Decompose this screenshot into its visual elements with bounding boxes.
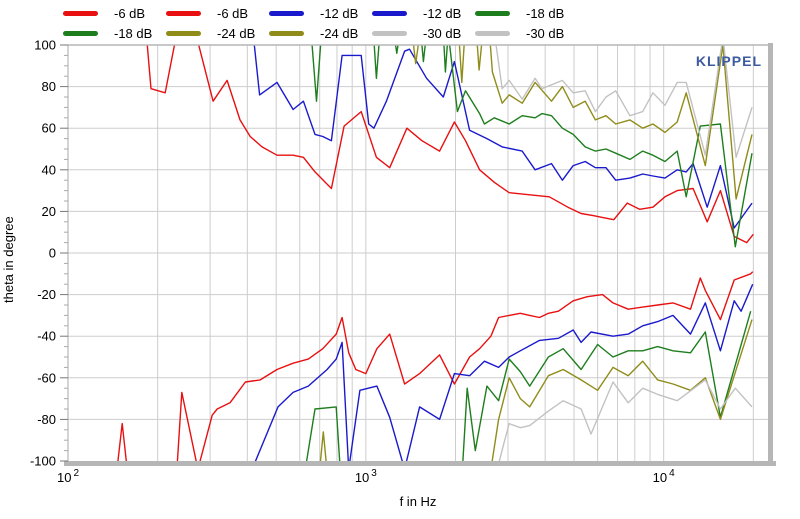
series-line — [498, 379, 753, 461]
y-tick-label: -100 — [30, 454, 56, 469]
legend-label: -12 dB — [320, 5, 359, 21]
legend-label: -24 dB — [217, 25, 256, 41]
legend-label: -30 dB — [526, 25, 565, 41]
y-tick-label: -20 — [37, 287, 56, 302]
legend-label: -30 dB — [423, 25, 462, 41]
legend-item: -18 dB — [63, 23, 166, 43]
series-line — [254, 283, 754, 461]
legend-label: -18 dB — [114, 25, 153, 41]
legend-item: -6 dB — [166, 3, 269, 23]
x-tick-label: 10 4 — [653, 468, 675, 485]
y-tick-label: -80 — [37, 412, 56, 427]
legend-swatch-icon — [269, 10, 304, 16]
legend-item: -12 dB — [372, 3, 475, 23]
y-tick-label: -40 — [37, 329, 56, 344]
y-tick-label: 60 — [42, 121, 56, 136]
legend-item: -6 dB — [63, 3, 166, 23]
y-tick-label: 0 — [49, 246, 56, 261]
legend-item: -30 dB — [372, 23, 475, 43]
series-line — [117, 271, 754, 461]
series-line — [495, 45, 753, 159]
series-line — [253, 45, 753, 229]
legend-item: -30 dB — [475, 23, 578, 43]
x-tick-label: 10 2 — [57, 468, 79, 485]
x-tick-label: 10 3 — [355, 468, 377, 485]
klippel-watermark: KLIPPEL — [695, 53, 762, 69]
series-line — [412, 45, 753, 200]
y-tick-label: -60 — [37, 370, 56, 385]
legend-label: -24 dB — [320, 25, 359, 41]
legend-swatch-icon — [475, 10, 510, 16]
legend-swatch-icon — [166, 30, 201, 36]
legend-label: -12 dB — [423, 5, 462, 21]
series-line — [305, 311, 752, 461]
legend-item: -18 dB — [475, 3, 578, 23]
series-line — [146, 45, 754, 244]
series-line — [311, 45, 753, 248]
y-tick-label: 40 — [42, 162, 56, 177]
legend-swatch-icon — [475, 30, 510, 36]
legend-swatch-icon — [372, 30, 407, 36]
legend-label: -6 dB — [114, 5, 146, 21]
legend-item: -24 dB — [166, 23, 269, 43]
legend-swatch-icon — [63, 10, 98, 16]
legend-swatch-icon — [372, 10, 407, 16]
y-tick-label: 80 — [42, 79, 56, 94]
axis-frame-right — [768, 43, 773, 466]
axis-frame-bottom — [64, 461, 776, 466]
legend-item: -24 dB — [269, 23, 372, 43]
y-tick-label: 100 — [34, 38, 56, 53]
y-tick-label: 20 — [42, 204, 56, 219]
legend-label: -18 dB — [526, 5, 565, 21]
legend: -6 dB -6 dB -12 dB -12 dB -18 dB -18 dB -24 dB… — [63, 3, 593, 43]
legend-swatch-icon — [166, 10, 201, 16]
series-line — [319, 319, 753, 461]
legend-swatch-icon — [63, 30, 98, 36]
y-axis-title: theta in degree — [1, 216, 16, 304]
x-axis-title: f in Hz — [399, 494, 437, 509]
legend-swatch-icon — [269, 30, 304, 36]
legend-label: -6 dB — [217, 5, 249, 21]
legend-item: -12 dB — [269, 3, 372, 23]
